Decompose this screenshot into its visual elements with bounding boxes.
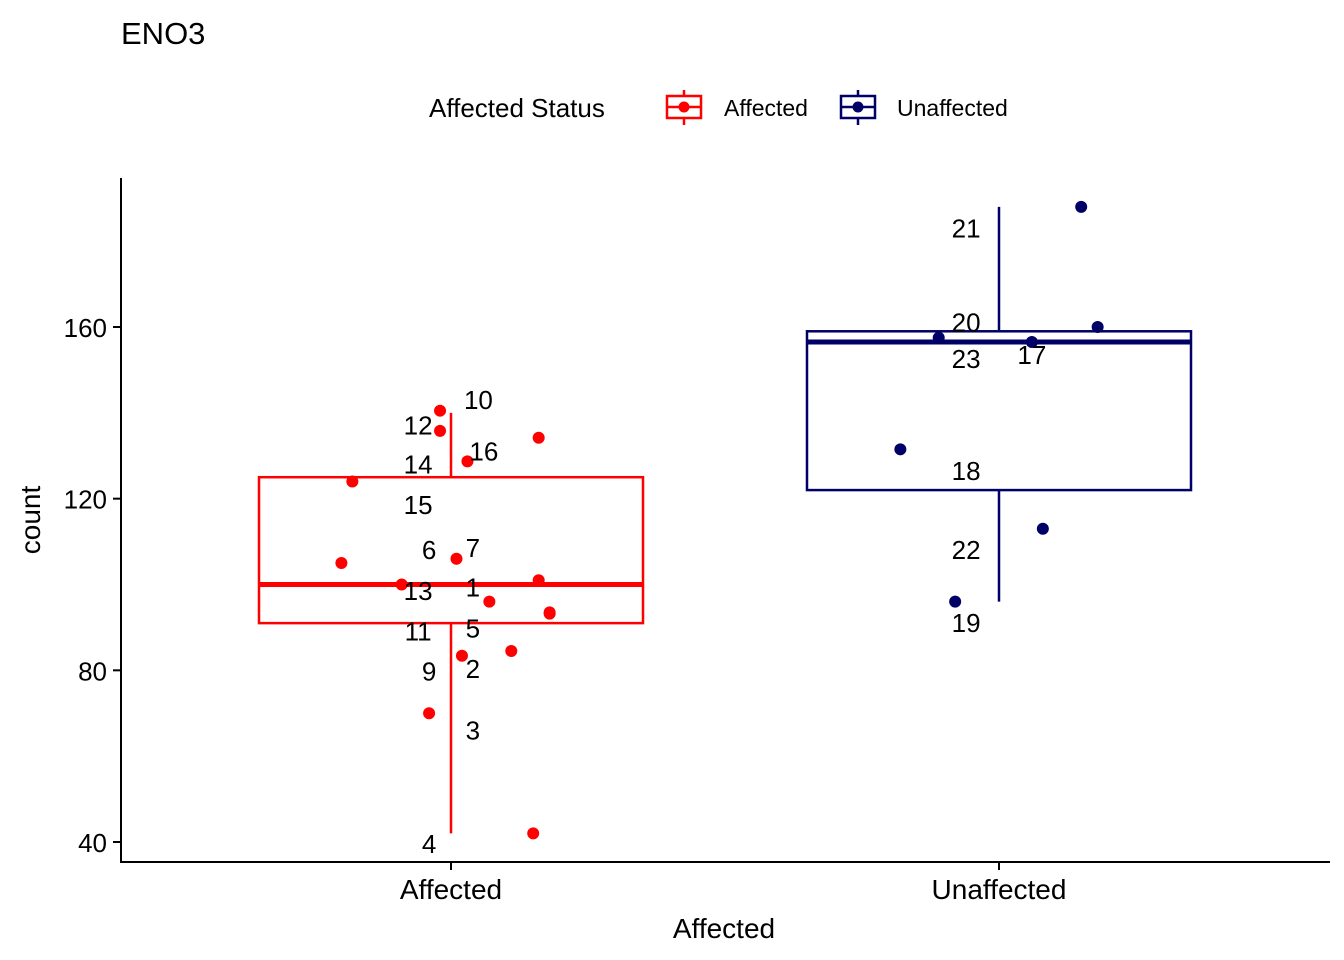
data-point (1036, 522, 1049, 535)
y-axis: 40 80 120 160 (64, 178, 122, 862)
point-label: 19 (952, 608, 981, 638)
data-point (1091, 321, 1104, 333)
data-point (527, 827, 540, 840)
legend-title: Affected Status (429, 93, 605, 123)
point-label: 1 (466, 573, 480, 603)
data-point (505, 645, 518, 658)
legend-label: Affected (724, 95, 808, 121)
legend-item-unaffected: Unaffected (839, 90, 1008, 125)
point-label: 23 (952, 344, 981, 374)
y-tick-label: 160 (64, 313, 107, 343)
boxplot-affected (257, 412, 645, 834)
data-point (1025, 336, 1038, 349)
data-point (532, 574, 545, 587)
data-point (434, 424, 447, 437)
data-point (434, 404, 447, 417)
point-label: 12 (404, 411, 433, 441)
point-label: 6 (422, 535, 436, 565)
data-point (483, 595, 496, 608)
data-point (461, 455, 474, 468)
data-point (543, 607, 556, 620)
point-label: 7 (466, 533, 480, 563)
point-label: 13 (404, 576, 433, 606)
point-label: 3 (466, 715, 480, 745)
data-point (532, 431, 545, 444)
point-label: 16 (469, 436, 498, 466)
legend-key (665, 90, 703, 125)
point-label: 2 (466, 654, 480, 684)
y-tick-label: 120 (64, 485, 107, 515)
point-label: 4 (422, 829, 436, 859)
y-axis-label: count (15, 486, 46, 555)
point-label: 20 (952, 308, 981, 338)
y-tick-label: 40 (78, 828, 107, 858)
point-label: 17 (1017, 340, 1046, 370)
point-label: 10 (464, 385, 493, 415)
y-tick-label: 80 (78, 656, 107, 686)
data-point (335, 557, 348, 570)
point-label: 18 (952, 456, 981, 486)
data-point (450, 552, 463, 565)
x-tick-label: Affected (400, 874, 502, 905)
data-point (894, 443, 907, 456)
point-label: 21 (952, 213, 981, 243)
legend-label: Unaffected (897, 95, 1008, 121)
data-point (423, 707, 436, 720)
data-point (395, 578, 408, 591)
box-iqr (257, 475, 645, 625)
legend-item-affected: Affected (665, 90, 808, 125)
boxplot-unaffected (805, 206, 1193, 602)
data-point (346, 475, 359, 488)
point-label: 5 (466, 613, 480, 643)
chart-title: ENO3 (121, 16, 205, 51)
x-axis-label: Affected (673, 913, 775, 944)
point-label: 22 (952, 535, 981, 565)
box-iqr (805, 330, 1193, 492)
data-point (1075, 200, 1088, 213)
point-label: 14 (404, 449, 433, 479)
data-point (949, 595, 962, 608)
point-label: 11 (405, 617, 432, 647)
legend: Affected Status Affected Unaffected (429, 90, 1008, 125)
point-label: 9 (422, 657, 436, 687)
data-point (932, 331, 945, 344)
x-tick-label: Unaffected (932, 874, 1067, 905)
x-axis: Affected Unaffected (120, 861, 1330, 905)
data-point (455, 649, 468, 662)
point-label: 15 (404, 490, 433, 520)
legend-key (839, 90, 877, 125)
